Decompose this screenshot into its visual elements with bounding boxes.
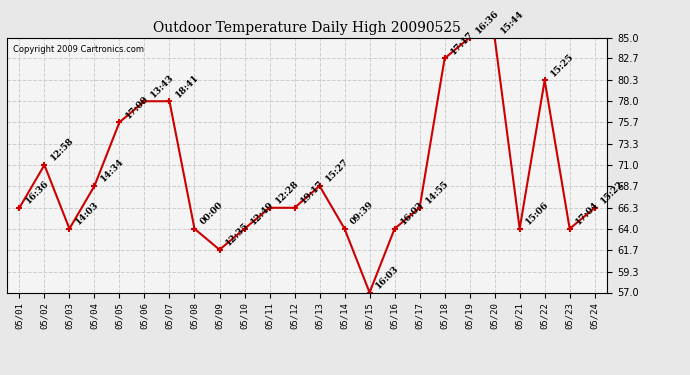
Text: 16:03: 16:03: [374, 264, 400, 290]
Text: 14:34: 14:34: [99, 157, 126, 184]
Text: 19:17: 19:17: [299, 179, 326, 206]
Text: 15:25: 15:25: [549, 51, 575, 78]
Text: 15:44: 15:44: [499, 9, 525, 35]
Text: 09:39: 09:39: [348, 200, 375, 226]
Text: 15:22: 15:22: [599, 179, 625, 206]
Text: 14:03: 14:03: [74, 200, 100, 226]
Text: 17:00: 17:00: [124, 94, 150, 120]
Text: 12:58: 12:58: [48, 136, 75, 163]
Text: 17:04: 17:04: [574, 200, 600, 226]
Text: 13:43: 13:43: [148, 72, 175, 99]
Text: Copyright 2009 Cartronics.com: Copyright 2009 Cartronics.com: [13, 45, 144, 54]
Text: 16:36: 16:36: [474, 9, 501, 35]
Text: 12:35: 12:35: [224, 221, 250, 248]
Text: 12:28: 12:28: [274, 179, 300, 206]
Title: Outdoor Temperature Daily High 20090525: Outdoor Temperature Daily High 20090525: [153, 21, 461, 35]
Text: 18:41: 18:41: [174, 72, 200, 99]
Text: 00:00: 00:00: [199, 200, 225, 226]
Text: 14:55: 14:55: [424, 179, 451, 206]
Text: 16:03: 16:03: [399, 200, 426, 226]
Text: 15:27: 15:27: [324, 157, 351, 184]
Text: 16:36: 16:36: [23, 179, 50, 206]
Text: 15:06: 15:06: [524, 200, 551, 226]
Text: 17:17: 17:17: [448, 30, 475, 56]
Text: 12:49: 12:49: [248, 200, 275, 226]
